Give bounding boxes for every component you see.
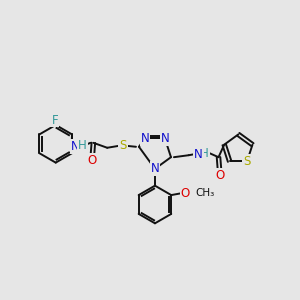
Text: O: O bbox=[88, 154, 97, 167]
Text: CH₃: CH₃ bbox=[195, 188, 214, 198]
Text: N: N bbox=[194, 148, 203, 161]
Text: O: O bbox=[181, 187, 190, 200]
Text: S: S bbox=[243, 155, 251, 168]
Text: S: S bbox=[119, 139, 127, 152]
Text: F: F bbox=[51, 113, 58, 127]
Text: N: N bbox=[160, 132, 169, 145]
Text: N: N bbox=[71, 140, 80, 153]
Text: O: O bbox=[215, 169, 224, 182]
Text: N: N bbox=[141, 132, 149, 145]
Text: H: H bbox=[200, 147, 209, 160]
Text: N: N bbox=[151, 162, 159, 175]
Text: H: H bbox=[78, 139, 87, 152]
